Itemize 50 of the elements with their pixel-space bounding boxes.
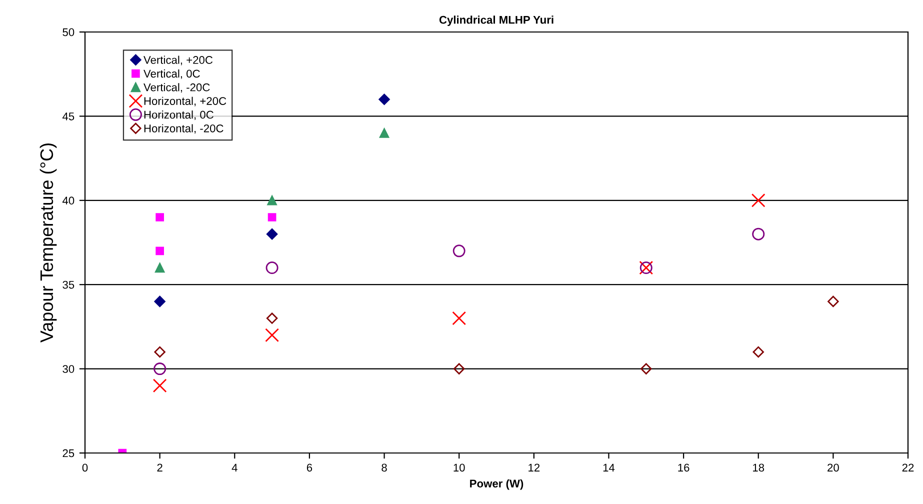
y-axis-title: Vapour Temperature (°C) <box>40 143 57 343</box>
point <box>156 246 164 256</box>
chart-title: Cylindrical MLHP Yuri <box>439 16 554 26</box>
x-tick-label: 16 <box>678 464 690 472</box>
x-tick-label: 2 <box>157 464 162 472</box>
legend-label: Vertical, +20C <box>144 56 213 66</box>
point <box>452 311 466 326</box>
point <box>453 363 465 374</box>
y-tick-label: 45 <box>62 112 74 120</box>
x-tick-label: 4 <box>232 464 238 472</box>
legend-label: Horizontal, 0C <box>144 110 214 120</box>
y-tick-label: 25 <box>62 449 74 458</box>
point <box>378 94 390 105</box>
legend-label: Horizontal, +20C <box>144 96 226 106</box>
x-tick-label: 22 <box>902 464 914 472</box>
y-tick-label: 30 <box>62 365 74 373</box>
y-tick-label: 35 <box>62 280 74 289</box>
x-tick-label: 6 <box>306 464 312 472</box>
x-tick-label: 0 <box>82 464 88 472</box>
x-tick-label: 18 <box>753 464 764 472</box>
point <box>266 262 278 274</box>
point <box>154 362 166 376</box>
point <box>156 213 164 222</box>
point <box>266 228 278 240</box>
point <box>752 346 764 358</box>
point <box>751 193 766 208</box>
legend-label: Vertical, -20C <box>144 83 210 93</box>
point <box>379 128 390 138</box>
point <box>267 196 277 206</box>
point <box>154 346 166 358</box>
point <box>640 363 652 374</box>
point <box>268 213 276 222</box>
x-axis-title: Power (W) <box>470 479 524 490</box>
point <box>452 244 466 258</box>
point <box>152 378 167 393</box>
point <box>752 228 765 240</box>
point <box>828 296 839 308</box>
point <box>265 328 279 342</box>
x-tick-label: 8 <box>382 464 387 472</box>
legend-label: Horizontal, -20C <box>144 124 224 134</box>
x-tick-label: 20 <box>828 464 839 472</box>
point <box>154 262 165 273</box>
x-tick-label: 10 <box>454 464 465 472</box>
legend-label: Vertical, 0C <box>144 69 200 79</box>
x-tick-label: 12 <box>528 464 540 472</box>
point <box>154 296 166 308</box>
y-tick-label: 40 <box>62 196 74 205</box>
point <box>266 312 278 324</box>
y-tick-label: 50 <box>62 28 74 36</box>
x-tick-label: 14 <box>603 464 615 472</box>
